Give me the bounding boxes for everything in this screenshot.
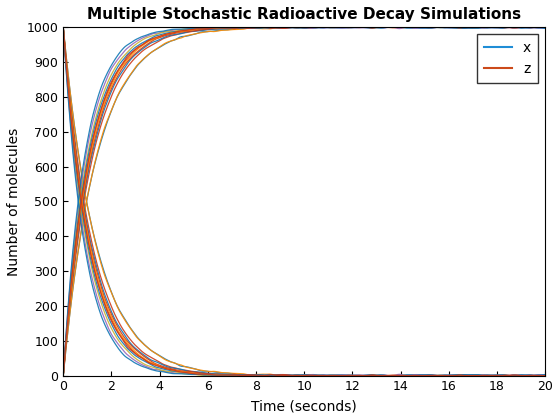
X-axis label: Time (seconds): Time (seconds): [251, 399, 357, 413]
Y-axis label: Number of molecules: Number of molecules: [7, 127, 21, 276]
Legend: x, z: x, z: [477, 34, 538, 83]
Title: Multiple Stochastic Radioactive Decay Simulations: Multiple Stochastic Radioactive Decay Si…: [87, 7, 521, 22]
